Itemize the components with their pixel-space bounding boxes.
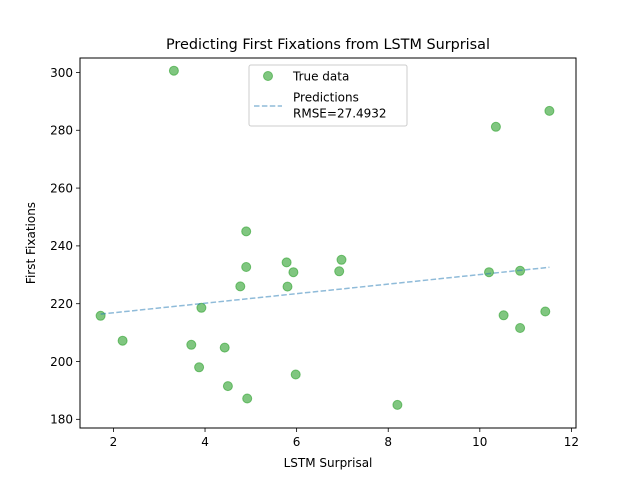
data-point xyxy=(392,399,403,410)
data-point xyxy=(515,323,526,333)
plot-area xyxy=(79,57,577,429)
chart-title: Predicting First Fixations from LSTM Sur… xyxy=(166,37,490,53)
x-axis-ticks: 2 4 6 8 10 12 xyxy=(110,428,579,449)
plot-frame xyxy=(79,57,577,429)
legend-box xyxy=(248,64,408,127)
y-tick-label: 300 xyxy=(50,66,73,80)
data-point xyxy=(540,306,551,317)
legend-label-true-data: True data xyxy=(292,70,349,84)
data-point xyxy=(186,339,197,350)
data-point xyxy=(290,369,301,380)
x-tick-label: 8 xyxy=(384,435,392,449)
x-tick-label: 2 xyxy=(110,435,118,449)
data-point xyxy=(196,302,207,313)
data-point xyxy=(219,342,230,353)
data-point xyxy=(498,310,509,321)
data-point xyxy=(288,267,299,278)
data-point xyxy=(334,266,345,277)
y-tick-label: 260 xyxy=(50,181,73,195)
data-point xyxy=(117,335,128,346)
x-axis-label: LSTM Surprisal xyxy=(284,456,373,470)
data-point xyxy=(490,121,501,132)
y-axis-label: First Fixations xyxy=(24,202,38,284)
legend: True data Predictions RMSE=27.4932 xyxy=(248,64,408,127)
data-point xyxy=(222,381,233,392)
data-point xyxy=(336,254,347,265)
data-point xyxy=(194,362,205,373)
legend-marker-true-data xyxy=(263,71,273,81)
y-tick-label: 200 xyxy=(50,355,73,369)
prediction-line xyxy=(100,266,550,315)
x-tick-label: 10 xyxy=(472,435,487,449)
y-tick-label: 180 xyxy=(50,413,73,427)
legend-label-predictions: Predictions xyxy=(293,91,359,105)
x-tick-label: 6 xyxy=(293,435,301,449)
data-point xyxy=(241,226,252,237)
data-point xyxy=(235,281,246,292)
legend-label-rmse: RMSE=27.4932 xyxy=(293,107,387,121)
chart-marks xyxy=(95,65,555,410)
data-point xyxy=(544,105,555,116)
data-point xyxy=(281,257,292,268)
data-point xyxy=(282,281,293,292)
x-tick-label: 12 xyxy=(564,435,579,449)
x-tick-label: 4 xyxy=(201,435,209,449)
y-tick-label: 220 xyxy=(50,297,73,311)
data-point xyxy=(241,262,252,272)
y-axis-ticks: 180 200 220 240 260 280 300 xyxy=(50,66,80,427)
y-tick-label: 240 xyxy=(50,239,73,253)
data-point xyxy=(95,310,106,321)
data-point xyxy=(484,267,494,278)
data-point xyxy=(168,65,179,76)
data-point xyxy=(242,393,253,404)
y-tick-label: 280 xyxy=(50,124,73,138)
